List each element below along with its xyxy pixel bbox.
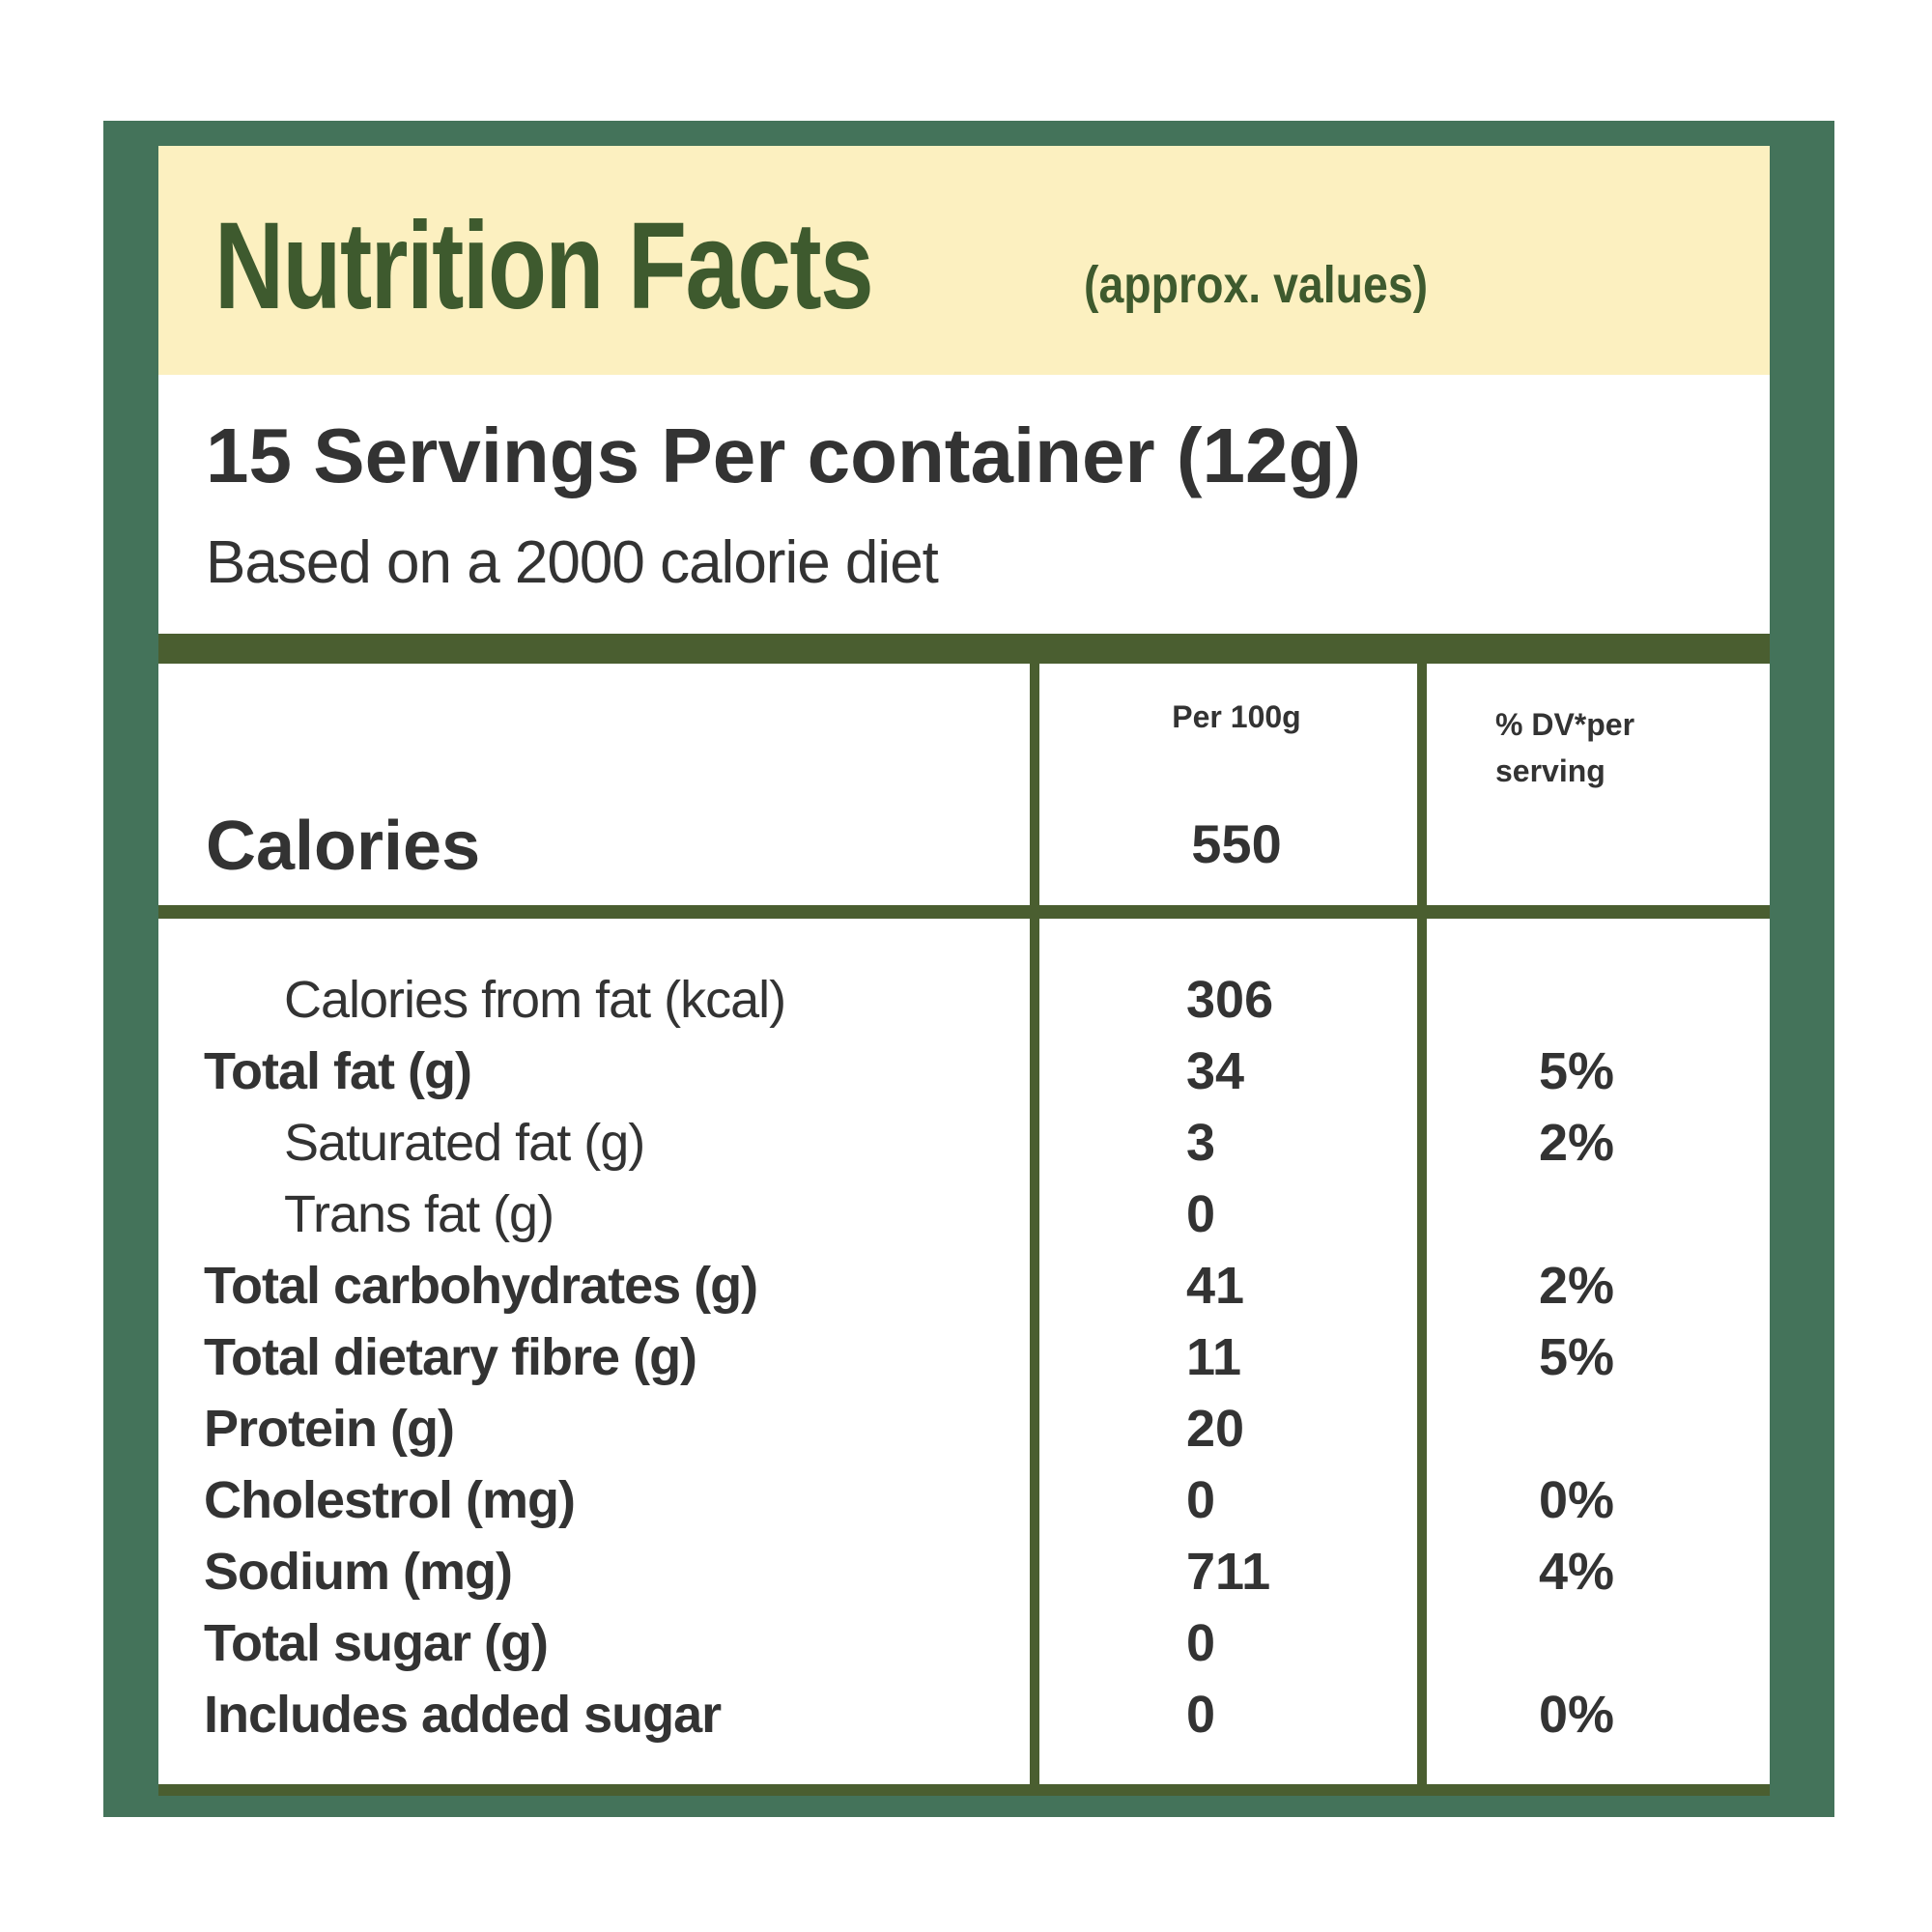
nutrient-label: Total sugar (g): [204, 1614, 549, 1672]
nutrient-label: Protein (g): [204, 1400, 455, 1458]
nutrient-value: 711: [1186, 1543, 1271, 1601]
servings: 15 Servings Per container (12g): [206, 412, 1362, 498]
nutrient-dv: 4%: [1539, 1543, 1615, 1601]
nutrient-label: Total fat (g): [204, 1042, 472, 1100]
column-header: % DV*per serving: [1495, 707, 1635, 788]
nutrient-dv: 0%: [1539, 1686, 1615, 1744]
column-header: Per 100g: [1172, 699, 1301, 734]
nutrient-label: Saturated fat (g): [284, 1114, 645, 1172]
nutrient-value: 34: [1186, 1042, 1245, 1100]
label-panel: [158, 146, 1770, 1786]
nutrient-label: Trans fat (g): [284, 1185, 554, 1243]
nutrient-dv: 5%: [1539, 1042, 1615, 1100]
bottom-rule: [158, 1784, 1770, 1796]
calories-value: 550: [1191, 813, 1282, 874]
column-rule: [1030, 664, 1039, 1786]
basis: Based on a 2000 calorie diet: [206, 529, 939, 596]
nutrient-value: 41: [1186, 1257, 1245, 1315]
nutrient-value: 3: [1186, 1114, 1216, 1172]
nutrient-value: 20: [1186, 1400, 1245, 1458]
mid-rule: [158, 905, 1770, 919]
calories-label: Calories: [206, 808, 481, 885]
nutrient-value: 0: [1186, 1614, 1216, 1672]
header-band: [158, 146, 1770, 375]
nutrient-label: Cholestrol (mg): [204, 1471, 576, 1529]
nutrient-label: Sodium (mg): [204, 1543, 513, 1601]
nutrient-label: Total carbohydrates (g): [204, 1257, 758, 1315]
nutrient-value: 0: [1186, 1471, 1216, 1529]
nutrient-label: Calories from fat (kcal): [284, 971, 786, 1029]
title: Nutrition Facts: [214, 197, 874, 335]
nutrient-value: 0: [1186, 1686, 1216, 1744]
subtitle: (approx. values): [1084, 256, 1429, 314]
nutrient-label: Total dietary fibre (g): [204, 1328, 697, 1386]
nutrient-dv: 5%: [1539, 1328, 1615, 1386]
nutrient-value: 11: [1186, 1328, 1242, 1386]
nutrient-dv: 0%: [1539, 1471, 1615, 1529]
thick-rule: [158, 634, 1770, 664]
nutrient-dv: 2%: [1539, 1257, 1615, 1315]
column-rule: [1417, 664, 1427, 1786]
nutrient-value: 0: [1186, 1185, 1216, 1243]
nutrient-label: Includes added sugar: [204, 1686, 722, 1744]
nutrient-dv: 2%: [1539, 1114, 1615, 1172]
nutrient-value: 306: [1186, 971, 1274, 1029]
